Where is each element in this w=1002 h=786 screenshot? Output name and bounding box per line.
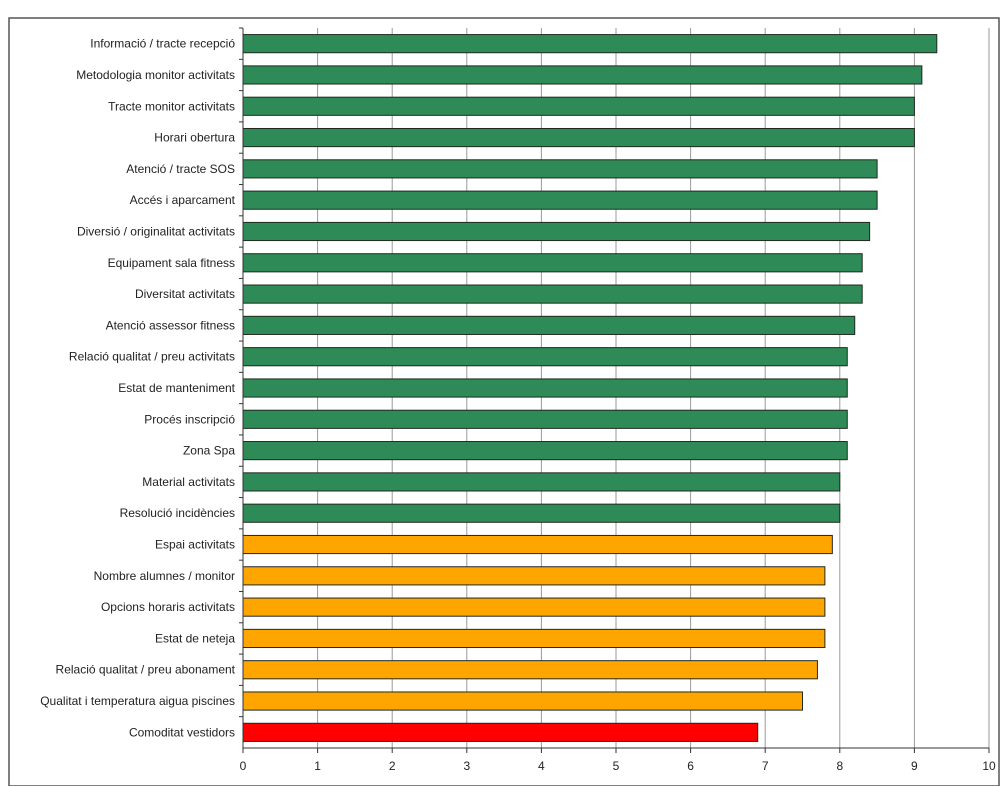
category-label-23: Comoditat vestidors: [129, 725, 235, 739]
category-label-18: Nombre alumnes / monitor: [94, 569, 235, 583]
bar-12: [242, 378, 848, 398]
x-tick-label-4: 4: [538, 759, 545, 773]
bar-22: [242, 691, 803, 711]
bar-9: [242, 284, 863, 304]
bar-1: [242, 34, 938, 54]
bar-17: [242, 534, 833, 555]
category-label-4: Horari obertura: [154, 131, 235, 145]
bar-7: [242, 221, 871, 242]
bar-11: [242, 347, 848, 367]
category-label-2: Metodologia monitor activitats: [76, 68, 235, 82]
category-label-22: Qualitat i temperatura aigua piscines: [40, 694, 235, 708]
bars: [242, 34, 938, 742]
bar-20: [242, 628, 826, 649]
category-label-15: Material activitats: [142, 475, 235, 489]
category-label-17: Espai activitats: [155, 538, 235, 552]
category-label-13: Procés inscripció: [144, 412, 235, 426]
category-label-10: Atenció assessor fitness: [106, 318, 235, 332]
category-label-5: Atenció / tracte SOS: [126, 162, 235, 176]
category-label-14: Zona Spa: [183, 444, 235, 458]
x-tick-label-1: 1: [314, 759, 321, 773]
bar-8: [242, 253, 863, 273]
bar-19: [242, 597, 826, 617]
category-label-20: Estat de neteja: [155, 631, 235, 645]
category-label-21: Relació qualitat / preu abonament: [56, 663, 236, 677]
category-label-3: Tracte monitor activitats: [108, 99, 235, 113]
bar-15: [242, 472, 841, 492]
bar-2: [242, 65, 923, 85]
category-label-9: Diversitat activitats: [135, 287, 235, 301]
bar-16: [242, 503, 841, 523]
bar-18: [242, 566, 826, 586]
x-tick-label-0: 0: [240, 759, 247, 773]
x-tick-label-7: 7: [762, 759, 769, 773]
x-tick-label-8: 8: [836, 759, 843, 773]
category-label-6: Accés i aparcament: [130, 193, 236, 207]
x-tick-label-3: 3: [463, 759, 470, 773]
category-label-11: Relació qualitat / preu activitats: [69, 350, 235, 364]
x-tick-label-9: 9: [911, 759, 918, 773]
bar-3: [242, 96, 915, 116]
category-labels: Informació / tracte recepció Metodologia …: [40, 27, 243, 739]
bar-5: [242, 159, 878, 179]
bar-14: [242, 441, 848, 461]
category-label-1: Informació / tracte recepció: [90, 37, 235, 51]
bar-23: [242, 722, 759, 742]
x-tick-label-2: 2: [389, 759, 396, 773]
x-tick-label-5: 5: [613, 759, 620, 773]
category-label-7: Diversió / originalitat activitats: [77, 224, 235, 238]
bar-10: [242, 315, 856, 335]
category-label-8: Equipament sala fitness: [108, 256, 235, 270]
x-tick-label-6: 6: [687, 759, 694, 773]
bar-13: [242, 409, 848, 429]
x-tick-label-10: 10: [982, 759, 996, 773]
x-axis-ticks: 0 1 2 3 4 5 6 7 8 9 10: [240, 748, 996, 773]
bar-21: [242, 660, 818, 680]
bar-6: [242, 190, 878, 210]
category-label-19: Opcions horaris activitats: [101, 600, 235, 614]
category-label-16: Resolució incidències: [120, 506, 235, 520]
bar-4: [242, 127, 915, 148]
category-label-12: Estat de manteniment: [118, 381, 235, 395]
